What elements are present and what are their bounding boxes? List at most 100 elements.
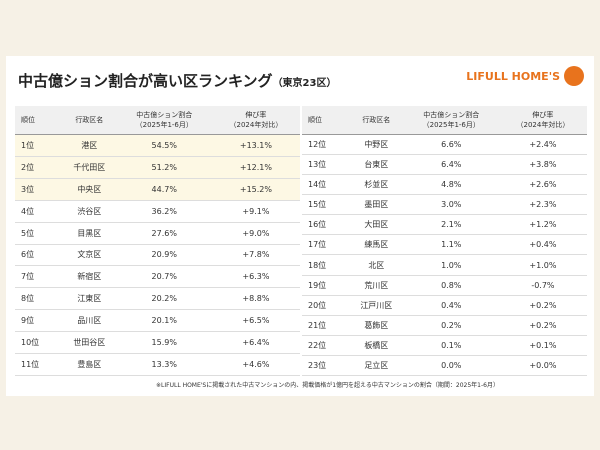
cell: 44.7% bbox=[116, 178, 212, 201]
cell: 2.1% bbox=[403, 214, 499, 236]
cell: 荒川区 bbox=[349, 275, 404, 296]
table-row: 12位 中野区 6.6% +2.4% bbox=[302, 134, 587, 156]
cell: 0.8% bbox=[403, 275, 499, 296]
cell: +13.1% bbox=[211, 134, 300, 157]
title: 中古億ション割合が高い区ランキング（東京23区） bbox=[18, 70, 336, 91]
cell: +0.2% bbox=[498, 295, 587, 316]
cell: 1位 bbox=[15, 134, 62, 157]
cell: 3.0% bbox=[403, 194, 499, 216]
cell: 北区 bbox=[349, 254, 404, 276]
cell: 6位 bbox=[15, 244, 62, 267]
header-text: （2024年対比） bbox=[229, 121, 283, 129]
cell: 渋谷区 bbox=[62, 200, 117, 223]
cell: 20.1% bbox=[116, 309, 212, 333]
header-text: （2024年対比） bbox=[516, 121, 570, 129]
cell: +0.1% bbox=[498, 335, 587, 356]
cell: +2.3% bbox=[498, 194, 587, 216]
cell: +9.1% bbox=[211, 200, 300, 223]
cell: +8.8% bbox=[211, 287, 300, 311]
column-header: 伸び率 （2024年対比） bbox=[211, 106, 300, 135]
cell: 目黒区 bbox=[62, 222, 117, 245]
cell: 豊島区 bbox=[62, 353, 117, 376]
cell: +2.4% bbox=[498, 134, 587, 156]
cell: 0.1% bbox=[403, 335, 499, 356]
column-header: 中古億ション割合 （2025年1-6月） bbox=[116, 106, 212, 135]
cell: 20.7% bbox=[116, 265, 212, 289]
table-row: 9位 品川区 20.1% +6.5% bbox=[15, 309, 300, 333]
column-header: 順位 bbox=[15, 106, 62, 135]
table-row: 10位 世田谷区 15.9% +6.4% bbox=[15, 331, 300, 355]
column-header: 行政区名 bbox=[62, 106, 117, 135]
cell: 20.2% bbox=[116, 287, 212, 311]
table-row: 3位 中央区 44.7% +15.2% bbox=[15, 178, 300, 201]
header-text: （2025年1-6月） bbox=[135, 121, 193, 129]
cell: 4.8% bbox=[403, 174, 499, 196]
cell: 54.5% bbox=[116, 134, 212, 157]
table-row: 15位 墨田区 3.0% +2.3% bbox=[302, 194, 587, 216]
cell: 中央区 bbox=[62, 178, 117, 201]
column-header: 順位 bbox=[302, 106, 349, 135]
cell: 14位 bbox=[302, 174, 349, 196]
cell: 15.9% bbox=[116, 331, 212, 355]
table-row: 8位 江東区 20.2% +8.8% bbox=[15, 287, 300, 311]
table-row: 20位 江戸川区 0.4% +0.2% bbox=[302, 295, 587, 316]
cell: 6.4% bbox=[403, 154, 499, 176]
table-row: 1位 港区 54.5% +13.1% bbox=[15, 134, 300, 157]
ranking-table: 順位 行政区名 中古億ション割合 （2025年1-6月） 伸び率 （2024年対比） 1位港… bbox=[15, 106, 300, 376]
cell: +6.3% bbox=[211, 265, 300, 289]
title-text: 中古億ション割合が高い区ランキング bbox=[18, 72, 273, 90]
subtitle: （東京23区） bbox=[272, 78, 337, 89]
logo: LIFULL HOME'S bbox=[466, 70, 560, 83]
table-row: 4位 渋谷区 36.2% +9.1% bbox=[15, 200, 300, 223]
table-row: 13位 台東区 6.4% +3.8% bbox=[302, 154, 587, 176]
cell: +9.0% bbox=[211, 222, 300, 245]
cell: 12位 bbox=[302, 134, 349, 156]
table-row: 5位 目黒区 27.6% +9.0% bbox=[15, 222, 300, 245]
cell: +6.5% bbox=[211, 309, 300, 333]
cell: 1.1% bbox=[403, 234, 499, 256]
cell: 23位 bbox=[302, 355, 349, 377]
cell: 板橋区 bbox=[349, 335, 404, 356]
header-text: 伸び率 bbox=[245, 111, 267, 119]
table-row: 23位 足立区 0.0% +0.0% bbox=[302, 355, 587, 377]
cell: 3位 bbox=[15, 178, 62, 201]
cell: 17位 bbox=[302, 234, 349, 256]
cell: 葛飾区 bbox=[349, 315, 404, 336]
cell: 大田区 bbox=[349, 214, 404, 236]
column-header: 中古億ション割合 （2025年1-6月） bbox=[403, 106, 499, 135]
cell: +2.6% bbox=[498, 174, 587, 196]
cell: 13.3% bbox=[116, 353, 212, 376]
cell: 港区 bbox=[62, 134, 117, 157]
cell: 15位 bbox=[302, 194, 349, 216]
cell: 杉並区 bbox=[349, 174, 404, 196]
cell: -0.7% bbox=[498, 275, 587, 296]
cell: 文京区 bbox=[62, 244, 117, 267]
cell: 足立区 bbox=[349, 355, 404, 377]
cell: 新宿区 bbox=[62, 265, 117, 289]
cell: 16位 bbox=[302, 214, 349, 236]
table-row: 16位 大田区 2.1% +1.2% bbox=[302, 214, 587, 236]
table-row: 14位 杉並区 4.8% +2.6% bbox=[302, 174, 587, 196]
cell: +0.2% bbox=[498, 315, 587, 336]
ranking-table: 順位 行政区名 中古億ション割合 （2025年1-6月） 伸び率 （2024年対比） 12位… bbox=[302, 106, 587, 377]
cell: 13位 bbox=[302, 154, 349, 176]
header-text: 伸び率 bbox=[532, 111, 554, 119]
cell: 0.0% bbox=[403, 355, 499, 377]
cell: +4.6% bbox=[211, 353, 300, 376]
cell: 5位 bbox=[15, 222, 62, 245]
header-text: 中古億ション割合 bbox=[423, 111, 480, 119]
cell: +6.4% bbox=[211, 331, 300, 355]
cell: 22位 bbox=[302, 335, 349, 356]
table-row: 17位 練馬区 1.1% +0.4% bbox=[302, 234, 587, 256]
cell: +0.4% bbox=[498, 234, 587, 256]
cell: 江戸川区 bbox=[349, 295, 404, 316]
cell: 18位 bbox=[302, 254, 349, 276]
cell: 10位 bbox=[15, 331, 62, 355]
table-row: 11位 豊島区 13.3% +4.6% bbox=[15, 353, 300, 376]
header-row: 順位 行政区名 中古億ション割合 （2025年1-6月） 伸び率 （2024年対比） bbox=[15, 106, 300, 135]
table-row: 21位 葛飾区 0.2% +0.2% bbox=[302, 315, 587, 336]
cell: 0.4% bbox=[403, 295, 499, 316]
header-text: 中古億ション割合 bbox=[136, 111, 193, 119]
cell: 中野区 bbox=[349, 134, 404, 156]
cell: +15.2% bbox=[211, 178, 300, 201]
